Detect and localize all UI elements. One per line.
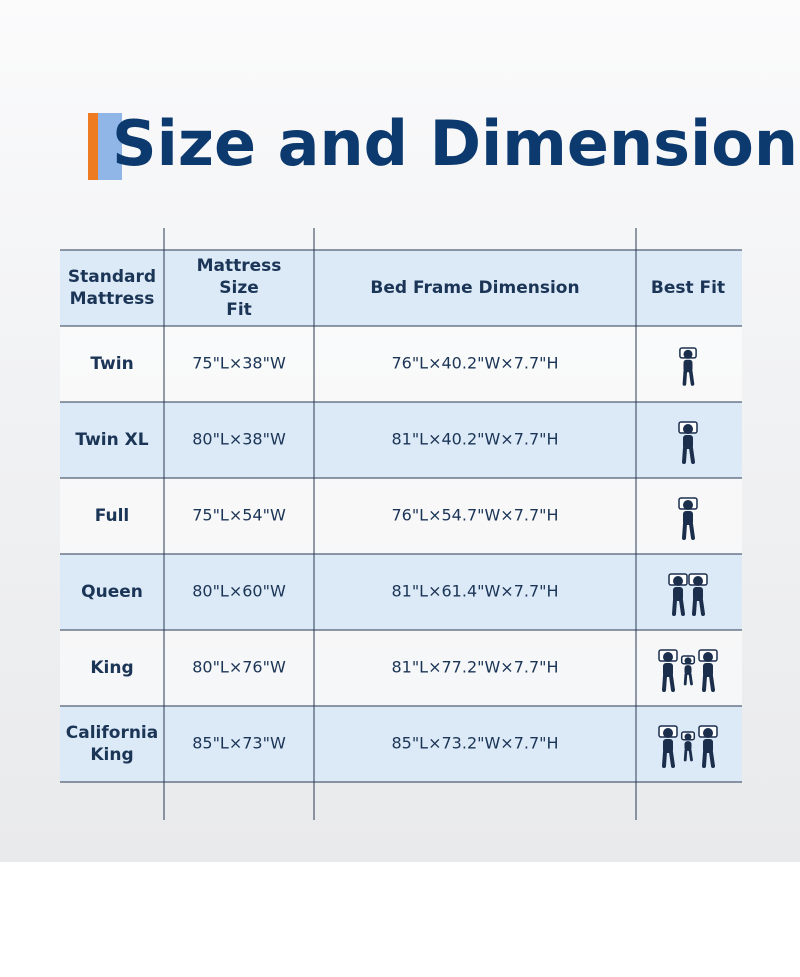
cell-line: California xyxy=(66,723,158,743)
body xyxy=(703,663,713,677)
best-fit-icon xyxy=(679,347,697,386)
head xyxy=(703,652,713,662)
head xyxy=(663,652,673,662)
cell-line: Standard xyxy=(68,267,156,287)
cell-text: Mattress Size Fit xyxy=(197,256,282,320)
cell-text: 80"L×76"W xyxy=(192,658,286,677)
legs xyxy=(683,672,693,686)
best-fit-icon xyxy=(678,421,698,464)
head xyxy=(683,424,693,434)
head xyxy=(683,349,693,359)
cell-text: 80"L×60"W xyxy=(192,582,286,601)
cell-text: Twin XL xyxy=(75,430,148,450)
body xyxy=(663,739,673,753)
cell-text: 75"L×38"W xyxy=(192,354,286,373)
legs xyxy=(672,598,685,616)
cell-text: 81"L×40.2"W×7.7"H xyxy=(391,430,558,449)
row-bg xyxy=(60,554,742,630)
cell-text: King xyxy=(90,658,133,678)
body xyxy=(693,587,703,601)
best-fit-icon xyxy=(658,725,718,768)
legs xyxy=(682,369,695,386)
cell-text: Full xyxy=(95,506,130,526)
cell-text: Standard Mattress xyxy=(68,267,156,309)
body xyxy=(703,739,713,753)
cell-text: 75"L×54"W xyxy=(192,506,286,525)
cell-line: King xyxy=(90,745,133,765)
cell-line: Mattress xyxy=(197,256,282,276)
legs xyxy=(702,750,715,768)
best-fit-icon xyxy=(678,497,698,540)
body xyxy=(663,663,673,677)
head xyxy=(693,576,703,586)
legs xyxy=(682,446,695,464)
row-bg xyxy=(60,630,742,706)
best-fit-icon xyxy=(658,649,718,692)
head xyxy=(684,657,692,665)
head xyxy=(703,728,713,738)
accent-orange xyxy=(88,113,100,180)
cell-text: 85"L×73.2"W×7.7"H xyxy=(391,734,558,753)
head xyxy=(683,500,693,510)
cell-text: 81"L×77.2"W×7.7"H xyxy=(391,658,558,677)
row-bg xyxy=(60,478,742,554)
body xyxy=(683,359,693,373)
cell-text: California King xyxy=(66,723,158,765)
best-fit-icon xyxy=(668,573,708,616)
head xyxy=(684,733,692,741)
body xyxy=(683,511,693,525)
legs xyxy=(662,750,675,768)
cell-line: Fit xyxy=(226,300,252,320)
cell-text: Queen xyxy=(81,582,143,602)
row-bg xyxy=(60,706,742,782)
legs xyxy=(662,674,675,692)
cell-text: Twin xyxy=(90,354,133,374)
legs xyxy=(683,748,693,762)
cell-text: 81"L×61.4"W×7.7"H xyxy=(391,582,558,601)
legs xyxy=(682,522,695,540)
cell-text: 76"L×54.7"W×7.7"H xyxy=(391,506,558,525)
cell-text: Best Fit xyxy=(651,278,725,298)
row-bg xyxy=(60,326,742,402)
legs xyxy=(702,674,715,692)
cell-text: 80"L×38"W xyxy=(192,430,286,449)
body xyxy=(684,741,692,751)
head xyxy=(663,728,673,738)
title: Size and Dimension xyxy=(112,107,798,180)
body xyxy=(684,665,692,675)
row-bg xyxy=(60,402,742,478)
cell-line: Size xyxy=(219,278,259,298)
cell-text: 85"L×73"W xyxy=(192,734,286,753)
head xyxy=(673,576,683,586)
body xyxy=(673,587,683,601)
accent-blue xyxy=(98,113,122,180)
body xyxy=(683,435,693,449)
cell-text: Bed Frame Dimension xyxy=(370,278,579,298)
legs xyxy=(692,598,705,616)
cell-line: Mattress xyxy=(70,289,155,309)
header-bg xyxy=(60,250,742,326)
cell-text: 76"L×40.2"W×7.7"H xyxy=(391,354,558,373)
